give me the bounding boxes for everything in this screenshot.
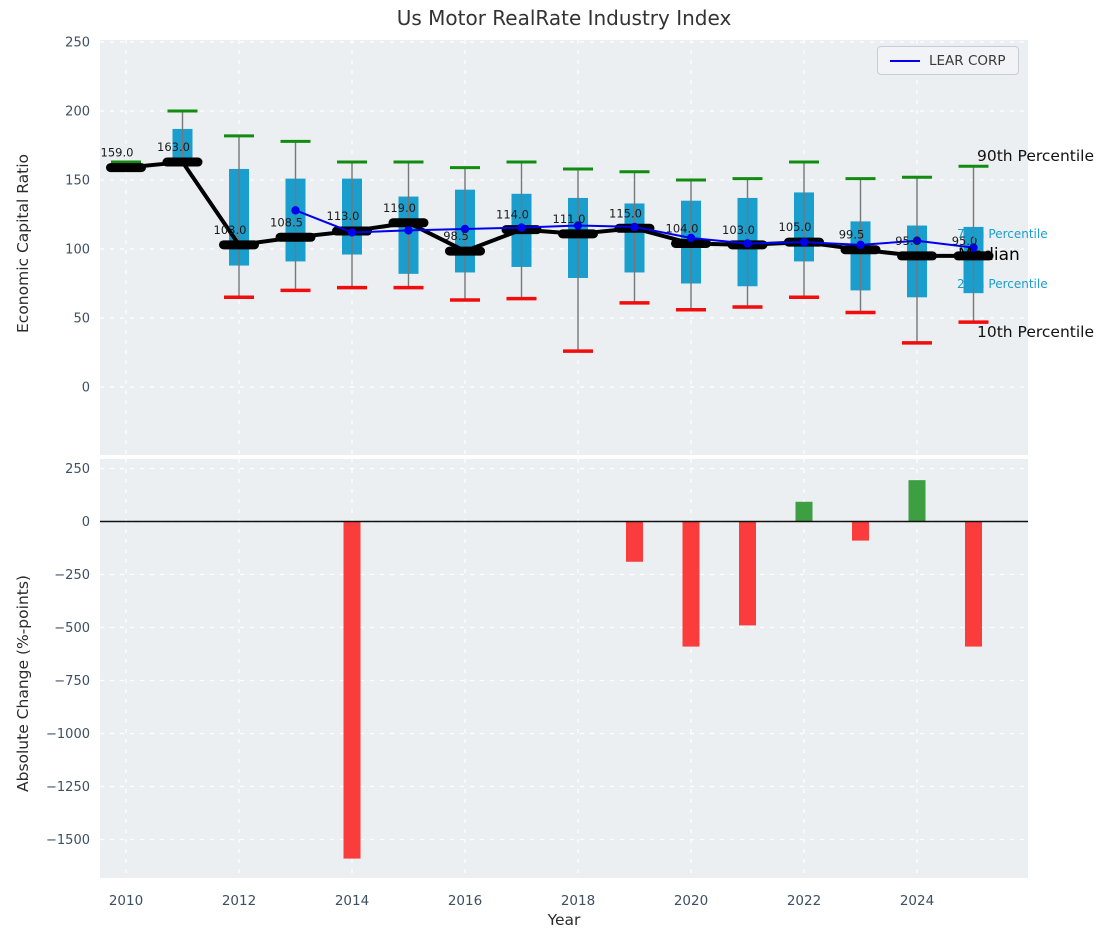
median-marker bbox=[106, 163, 146, 173]
median-marker bbox=[162, 157, 203, 167]
y-tick-bottom: −1000 bbox=[46, 727, 90, 742]
lear-corp-point bbox=[517, 223, 526, 232]
annotation-75th-percentile: 75th Percentile bbox=[957, 227, 1048, 241]
median-marker bbox=[445, 246, 485, 256]
x-tick: 2024 bbox=[900, 893, 934, 909]
x-axis-label: Year bbox=[547, 911, 581, 929]
median-value-label: 108.5 bbox=[270, 215, 303, 229]
annotation-90th-percentile: 90th Percentile bbox=[977, 147, 1095, 165]
median-marker bbox=[558, 229, 598, 239]
x-tick: 2022 bbox=[787, 893, 821, 909]
median-line bbox=[124, 160, 976, 258]
y-tick-bottom: −750 bbox=[54, 674, 90, 689]
lear-corp-point bbox=[799, 237, 809, 247]
change-bar-2014 bbox=[343, 521, 361, 859]
x-tick: 2010 bbox=[109, 893, 143, 909]
lear-corp-point bbox=[630, 222, 639, 232]
median-marker bbox=[840, 245, 881, 255]
change-bar-2023 bbox=[852, 521, 869, 541]
y-tick-bottom: −500 bbox=[54, 621, 90, 636]
median-value-label: 103.0 bbox=[214, 223, 247, 237]
change-bar-2024 bbox=[908, 480, 926, 522]
y-tick-bottom: −250 bbox=[54, 568, 90, 583]
lear-corp-markers bbox=[291, 206, 978, 252]
box-year-2011 bbox=[167, 109, 198, 163]
y-tick-top: 50 bbox=[73, 312, 90, 327]
y-tick-bottom: −1500 bbox=[46, 833, 90, 848]
x-tick: 2014 bbox=[335, 893, 369, 909]
change-bar-2020 bbox=[682, 521, 700, 647]
y-tick-top: 250 bbox=[65, 36, 90, 51]
lear-corp-point bbox=[912, 236, 922, 245]
median-marker bbox=[388, 218, 429, 228]
median-value-label: 105.0 bbox=[779, 220, 812, 234]
median-marker bbox=[219, 240, 259, 250]
lear-corp-point bbox=[347, 228, 357, 237]
median-value-label: 159.0 bbox=[101, 146, 134, 160]
y-axis-label-bottom: Absolute Change (%-points) bbox=[14, 575, 32, 792]
median-marker bbox=[953, 251, 994, 261]
x-tick: 2020 bbox=[674, 893, 708, 909]
median-value-label: 95.0 bbox=[895, 234, 921, 248]
change-bar-2019 bbox=[626, 521, 643, 562]
x-tick: 2018 bbox=[561, 893, 595, 909]
y-tick-top: 0 bbox=[82, 381, 90, 396]
legend-line-sample bbox=[890, 59, 920, 62]
annotation-10th-percentile: 10th Percentile bbox=[977, 323, 1095, 341]
y-tick-bottom: 0 bbox=[82, 515, 90, 530]
x-tick: 2016 bbox=[448, 893, 482, 909]
legend: LEAR CORP bbox=[877, 46, 1019, 75]
change-bars bbox=[343, 480, 982, 859]
lear-corp-point bbox=[856, 240, 865, 250]
median-value-label: 114.0 bbox=[496, 208, 529, 222]
lear-corp-point bbox=[743, 239, 752, 248]
median-value-label: 115.0 bbox=[609, 206, 642, 220]
lear-corp-point bbox=[404, 226, 413, 235]
lear-corp-point bbox=[686, 233, 696, 243]
median-marker bbox=[897, 251, 937, 261]
legend-label: LEAR CORP bbox=[929, 52, 1006, 69]
lear-corp-point bbox=[969, 243, 978, 252]
median-value-label: 98.5 bbox=[443, 229, 469, 243]
median-value-label: 119.0 bbox=[383, 201, 416, 215]
y-tick-top: 200 bbox=[65, 105, 90, 120]
lear-corp-point bbox=[573, 221, 583, 230]
annotation-25th-percentile: 25th Percentile bbox=[957, 277, 1048, 291]
median-value-label: 104.0 bbox=[666, 221, 699, 235]
median-value-label: 95.0 bbox=[952, 234, 978, 248]
median-value-labels: 159.0 163.0 103.0 108.5 113.0 119.0 98.5 114.0 1… bbox=[101, 140, 978, 248]
y-axis-label-top: Economic Capital Ratio bbox=[14, 153, 32, 333]
median-value-label: 113.0 bbox=[327, 209, 360, 223]
median-marker bbox=[671, 238, 711, 248]
change-bar-2021 bbox=[739, 521, 756, 626]
median-value-label: 99.5 bbox=[839, 228, 865, 242]
median-value-label: 103.0 bbox=[722, 223, 755, 237]
tick-labels: 2502001501005002500−250−500−750−1000−125… bbox=[46, 36, 934, 910]
change-bar-2025 bbox=[965, 521, 982, 647]
y-tick-bottom: 250 bbox=[65, 462, 90, 477]
lear-corp-point bbox=[291, 206, 300, 215]
median-value-label: 111.0 bbox=[553, 212, 586, 226]
y-tick-top: 100 bbox=[65, 243, 90, 258]
x-tick: 2012 bbox=[222, 893, 256, 909]
box-year-2019 bbox=[619, 170, 650, 305]
bottom-panel-background bbox=[100, 459, 1028, 878]
change-bar-2022 bbox=[795, 501, 813, 522]
median-value-label: 163.0 bbox=[157, 140, 190, 154]
annotation-median: Median bbox=[958, 245, 1020, 265]
y-tick-top: 150 bbox=[65, 174, 90, 189]
median-marker bbox=[275, 232, 316, 242]
chart-title: Us Motor RealRate Industry Index bbox=[396, 6, 732, 30]
lear-corp-point bbox=[460, 224, 470, 234]
y-tick-bottom: −1250 bbox=[46, 780, 90, 795]
